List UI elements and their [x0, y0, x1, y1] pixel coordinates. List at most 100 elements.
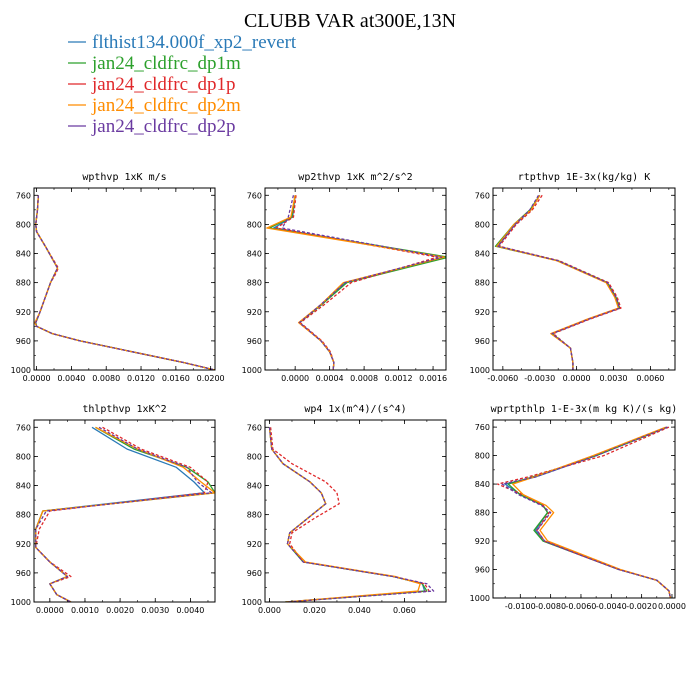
panel-title: rtpthvp 1E-3x(kg/kg) K: [518, 172, 650, 183]
legend-entry: jan24_cldfrc_dp2p: [91, 116, 236, 137]
series-group: [266, 195, 446, 370]
x-tick-label: 0.060: [393, 606, 416, 615]
y-tick-label: 800: [16, 452, 31, 461]
y-tick-label: 1000: [11, 598, 31, 607]
plot-frame: [264, 419, 447, 603]
panel: thlpthvp 1xK^2 760 800 840 880 920 960 1000 0.00…: [11, 404, 216, 615]
legend-entry: jan24_cldfrc_dp1p: [91, 74, 236, 95]
x-tick-label: 0.0040: [176, 606, 204, 615]
y-tick-label: 800: [16, 220, 31, 229]
y-tick-label: 880: [247, 279, 262, 288]
y-tick-label: 800: [475, 220, 490, 229]
y-tick-label: 840: [247, 250, 262, 259]
panel-title: wpthvp 1xK m/s: [82, 172, 166, 183]
x-tick-label: 0.0010: [71, 606, 99, 615]
series-group: [34, 195, 215, 370]
x-tick-label: 0.0020: [106, 606, 134, 615]
panel: wp2thvp 1xK m^2/s^2 760 800 840 880 920 960 100…: [242, 172, 447, 383]
legend-entry: flthist134.000f_xp2_revert: [92, 32, 297, 53]
panel-title: wp2thvp 1xK m^2/s^2: [298, 172, 412, 183]
legend: flthist134.000f_xp2_revert jan24_cldfrc_d…: [68, 32, 297, 137]
plot-frame: [33, 187, 216, 371]
plot-frame: [492, 419, 676, 599]
x-tick-label: 0.020: [303, 606, 326, 615]
y-tick-label: 880: [16, 279, 31, 288]
x-tick-label: 0.0004: [316, 374, 344, 383]
y-tick-label: 960: [16, 569, 31, 578]
x-tick-label: -0.0080: [535, 602, 566, 611]
y-tick-label: 1000: [470, 366, 490, 375]
panel-title: wprtpthlp 1-E-3x(m kg K)/(s kg): [491, 404, 678, 415]
x-tick-label: 0.0200: [197, 374, 225, 383]
y-tick-label: 760: [247, 423, 262, 432]
x-tick-label: 0.0000: [563, 374, 591, 383]
x-tick-label: 0.0008: [350, 374, 378, 383]
y-tick-label: 920: [247, 308, 262, 317]
y-tick-label: 840: [475, 250, 490, 259]
y-tick-label: 880: [475, 509, 490, 518]
series-group: [496, 426, 672, 598]
panel: rtpthvp 1E-3x(kg/kg) K 760 800 840 880 920 960…: [470, 172, 676, 383]
x-tick-label: -0.0020: [626, 602, 657, 611]
y-tick-label: 880: [247, 511, 262, 520]
y-tick-label: 840: [247, 482, 262, 491]
x-tick-label: 0.0000: [658, 602, 686, 611]
y-tick-label: 1000: [11, 366, 31, 375]
x-tick-label: 0.0016: [419, 374, 447, 383]
x-tick-label: 0.0040: [57, 374, 85, 383]
y-tick-label: 880: [475, 279, 490, 288]
y-tick-label: 760: [16, 191, 31, 200]
y-tick-label: 960: [16, 337, 31, 346]
y-tick-label: 1000: [242, 598, 262, 607]
y-tick-label: 840: [16, 250, 31, 259]
y-tick-label: 840: [475, 480, 490, 489]
x-tick-label: 0.0030: [141, 606, 169, 615]
panel: wpthvp 1xK m/s76080084088092096010000.00…: [11, 172, 225, 383]
y-tick-label: 760: [475, 423, 490, 432]
x-tick-label: 0.0120: [127, 374, 155, 383]
y-tick-label: 960: [475, 337, 490, 346]
x-tick-label: -0.0060: [566, 602, 597, 611]
panel-title: wp4 1x(m^4)/(s^4): [304, 404, 406, 415]
y-tick-label: 760: [247, 191, 262, 200]
plot-frame: [33, 419, 216, 603]
x-tick-label: 0.0030: [600, 374, 628, 383]
x-tick-label: 0.0080: [92, 374, 120, 383]
panel: wp4 1x(m^4)/(s^4)76080084088092096010000…: [242, 404, 447, 615]
x-tick-label: 0.000: [258, 606, 281, 615]
series-line: [281, 195, 443, 370]
series-line: [266, 195, 445, 370]
y-tick-label: 800: [475, 452, 490, 461]
y-tick-label: 760: [475, 191, 490, 200]
plot-frame: [492, 187, 676, 371]
series-group: [494, 194, 622, 370]
panel-title: thlpthvp 1xK^2: [82, 404, 166, 415]
x-tick-label: 0.0060: [636, 374, 664, 383]
y-tick-label: 960: [247, 569, 262, 578]
y-tick-label: 800: [247, 452, 262, 461]
panel: wprtpthlp 1-E-3x(m kg K)/(s kg)760 800 840…: [470, 404, 686, 611]
x-tick-label: 0.0000: [281, 374, 309, 383]
series-line: [35, 195, 215, 370]
y-tick-label: 920: [247, 540, 262, 549]
y-tick-label: 840: [16, 482, 31, 491]
y-tick-label: 880: [16, 511, 31, 520]
y-tick-label: 760: [16, 423, 31, 432]
plot-frame: [264, 187, 447, 371]
series-line: [497, 194, 621, 370]
x-tick-label: 0.0000: [23, 374, 51, 383]
x-tick-label: 0.0160: [162, 374, 190, 383]
y-tick-label: 960: [475, 566, 490, 575]
y-tick-label: 1000: [470, 594, 490, 603]
x-tick-label: 0.040: [348, 606, 371, 615]
y-tick-label: 920: [16, 540, 31, 549]
x-tick-label: 0.0000: [36, 606, 64, 615]
x-tick-label: -0.0100: [505, 602, 536, 611]
x-tick-label: -0.0030: [524, 374, 555, 383]
y-tick-label: 920: [475, 308, 490, 317]
series-line: [35, 426, 209, 602]
x-tick-label: -0.0060: [487, 374, 518, 383]
panels: wpthvp 1xK m/s76080084088092096010000.00…: [11, 172, 686, 615]
